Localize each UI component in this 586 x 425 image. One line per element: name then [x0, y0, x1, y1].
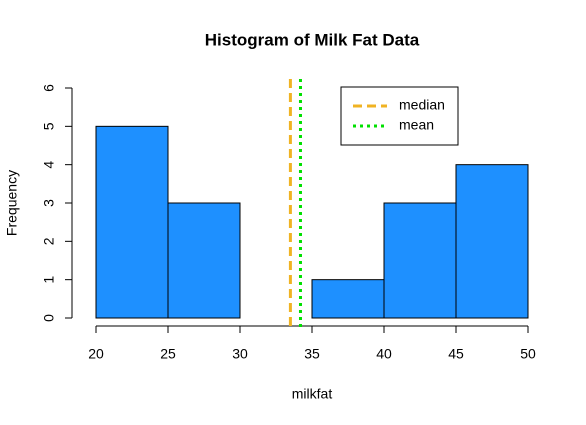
chart-title: Histogram of Milk Fat Data [205, 30, 420, 49]
bar [455, 164, 529, 319]
y-tick-label: 5 [41, 122, 57, 130]
bar [383, 202, 457, 319]
y-tick-label: 2 [41, 237, 57, 245]
y-tick-label: 3 [41, 199, 57, 207]
x-tick-label: 30 [232, 346, 248, 362]
legend-label: mean [399, 117, 434, 133]
x-tick-label: 25 [160, 346, 176, 362]
bar [311, 279, 385, 319]
x-tick-label: 40 [376, 346, 392, 362]
legend-label: median [399, 97, 445, 113]
y-tick-label: 0 [41, 314, 57, 322]
y-tick-label: 4 [41, 161, 57, 169]
bar [95, 125, 169, 319]
x-tick-label: 20 [88, 346, 104, 362]
y-axis-label: Frequency [4, 170, 20, 236]
y-tick-label: 1 [41, 276, 57, 284]
x-axis-label: milkfat [292, 386, 333, 402]
x-tick-label: 45 [448, 346, 464, 362]
bar [167, 202, 241, 319]
x-tick-label: 50 [520, 346, 536, 362]
y-tick-label: 6 [41, 84, 57, 92]
legend-box [340, 86, 459, 146]
x-tick-label: 35 [304, 346, 320, 362]
